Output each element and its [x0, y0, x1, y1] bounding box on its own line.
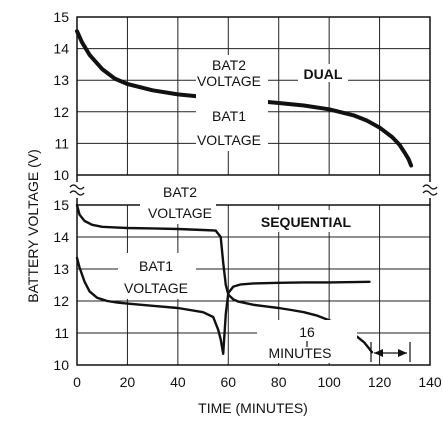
- axis-break-mark: [422, 184, 438, 190]
- x-axis-label: TIME (MINUTES): [198, 400, 308, 416]
- y-tick-label: 10: [53, 167, 69, 183]
- gap-arrow-right-head: [398, 349, 407, 357]
- bat2-seq-label-line1: BAT2: [163, 184, 197, 200]
- bat2-seq-label-line2: VOLTAGE: [148, 205, 212, 221]
- y-tick-label: 14: [53, 41, 69, 57]
- bat2-dual-label-line2: VOLTAGE: [197, 73, 261, 89]
- y-tick-label: 13: [53, 72, 69, 88]
- bat2-dual-label-bg: [196, 55, 268, 107]
- gap-label-line2: MINUTES: [269, 345, 332, 361]
- axis-break-mark: [422, 190, 438, 196]
- y-tick-label: 15: [53, 197, 69, 213]
- axis-break-bg: [69, 182, 85, 198]
- x-tick-label: 20: [120, 374, 136, 390]
- dual-mode-label: DUAL: [304, 66, 343, 82]
- annotation-layer: BAT2 VOLTAGE BAT1 VOLTAGE DUAL BAT2 VOLT…: [118, 55, 411, 363]
- y-tick-label: 13: [53, 261, 69, 277]
- y-tick-label: 12: [53, 293, 69, 309]
- y-tick-label: 12: [53, 104, 69, 120]
- x-tick-label: 140: [418, 374, 442, 390]
- bat1-seq-label-line1: BAT1: [139, 258, 173, 274]
- y-tick-label: 10: [53, 357, 69, 373]
- x-tick-label: 40: [170, 374, 186, 390]
- bat1-seq-label-line2: VOLTAGE: [124, 280, 188, 296]
- y-axis-label: BATTERY VOLTAGE (V): [25, 149, 41, 303]
- axis-break-bg: [422, 182, 438, 198]
- sequential-mode-label: SEQUENTIAL: [261, 214, 352, 230]
- y-tick-label: 14: [53, 229, 69, 245]
- gap-label-line1: 16: [299, 324, 315, 340]
- plot-frame: [76, 16, 431, 176]
- series-line-bat1: [75, 256, 371, 355]
- bat1-dual-label-line2: VOLTAGE: [197, 132, 261, 148]
- dual-label-bg: [298, 64, 348, 82]
- y-tick-label: 11: [54, 135, 69, 151]
- bat1-dual-label-bg: [196, 103, 268, 151]
- plot-frame: [76, 204, 431, 366]
- x-tick-label: 0: [73, 374, 81, 390]
- y-tick-label: 11: [54, 325, 69, 341]
- y-tick-label: 15: [53, 9, 69, 25]
- x-tick-label: 60: [220, 374, 236, 390]
- grid-layer: [76, 16, 431, 366]
- gap-arrow-left-head: [374, 349, 383, 357]
- axis-layer: BATTERY VOLTAGE (V) TIME (MINUTES) 10 11 1…: [25, 9, 442, 416]
- axis-break-mark: [69, 184, 85, 190]
- bat2-seq-label-bg: [140, 180, 216, 224]
- x-tick-label: 120: [368, 374, 392, 390]
- bat1-seq-label-bg: [118, 253, 196, 299]
- sequential-label-bg: [250, 210, 362, 232]
- bat2-dual-label-line1: BAT2: [212, 57, 246, 73]
- x-tick-label: 80: [271, 374, 287, 390]
- axis-break-mark: [69, 190, 85, 196]
- bat1-dual-label-line1: BAT1: [212, 108, 246, 124]
- x-tick-label: 100: [317, 374, 341, 390]
